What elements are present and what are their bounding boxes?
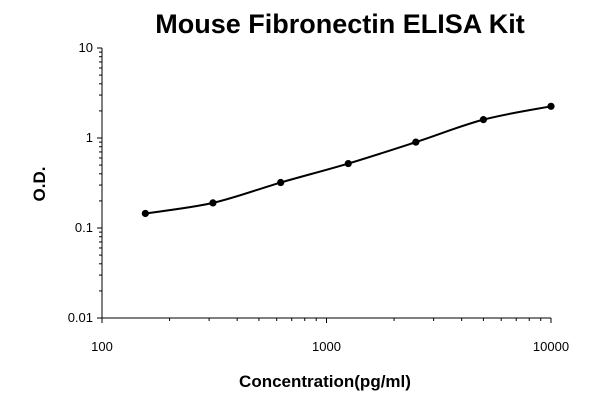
fit-curve <box>145 105 552 215</box>
data-point <box>412 138 420 146</box>
x-axis-label: Concentration(pg/ml) <box>239 372 411 391</box>
plot-area <box>141 102 555 218</box>
y-axis-label: O.D. <box>30 167 49 202</box>
data-point <box>141 209 149 218</box>
data-point <box>277 178 285 187</box>
y-tick-label: 10 <box>79 40 93 55</box>
x-tick-label: 1000 <box>312 339 341 354</box>
data-point <box>344 159 352 168</box>
data-point <box>209 199 217 207</box>
data-point <box>479 116 488 124</box>
y-tick-label: 1 <box>86 130 93 145</box>
data-point <box>547 102 555 110</box>
y-tick-label: 0.01 <box>68 310 93 325</box>
axes <box>101 48 551 319</box>
ticks: 0.01 0.1 1 10 100 1000 10000 <box>68 40 569 354</box>
x-tick-label: 10000 <box>533 339 569 354</box>
x-tick-label: 100 <box>91 339 113 354</box>
chart-title: Mouse Fibronectin ELISA Kit <box>155 9 525 39</box>
y-tick-label: 0.1 <box>75 220 93 235</box>
